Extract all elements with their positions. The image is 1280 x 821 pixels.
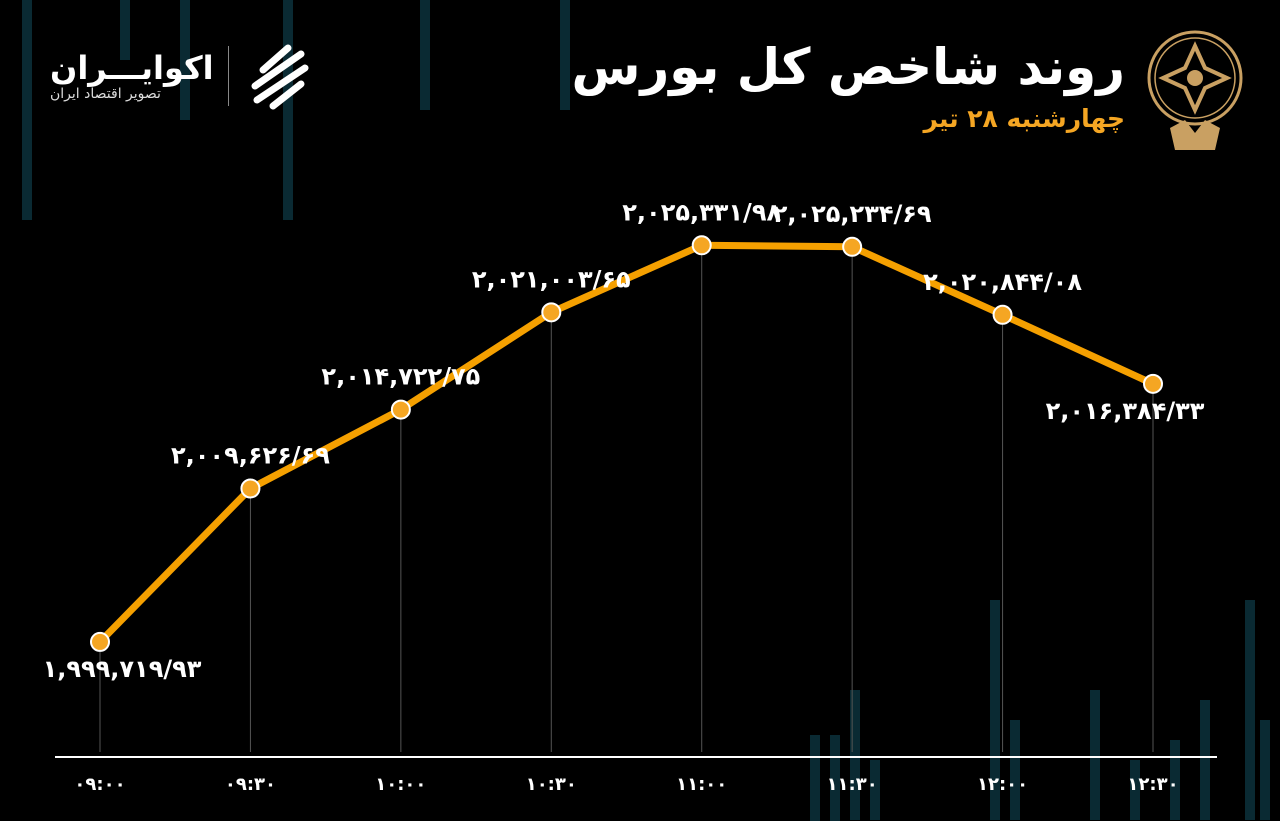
- decor-bar: [1170, 740, 1180, 820]
- divider: [227, 46, 229, 106]
- decor-bar: [420, 0, 430, 110]
- data-point: [240, 478, 261, 499]
- data-label: ۲,۰۲۰,۸۴۴/۰۸: [923, 268, 1082, 296]
- decor-bar: [990, 600, 1000, 820]
- background-bars: [22, 0, 1270, 821]
- x-tick-label: ۱۱:۰۰: [676, 774, 727, 795]
- x-tick-label: ۱۲:۰۰: [977, 774, 1028, 795]
- page-title: روند شاخص کل بورس: [571, 38, 1125, 96]
- data-points: [90, 235, 1163, 652]
- drop-lines: [99, 245, 1154, 752]
- decor-bar: [283, 0, 293, 220]
- x-tick-label: ۱۲:۳۰: [1127, 774, 1178, 795]
- x-tick-labels: ۰۹:۰۰ ۰۹:۳۰ ۱۰:۰۰ ۱۰:۳۰ ۱۱:۰۰ ۱۱:۳۰ ۱۲:۰۰ ۱۲:۳۰: [74, 774, 1178, 795]
- data-point: [541, 302, 562, 323]
- data-point: [390, 399, 411, 420]
- page-subtitle: چهارشنبه ۲۸ تیر: [923, 104, 1125, 133]
- decor-bar: [120, 0, 130, 60]
- data-labels: ۱,۹۹۹,۷۱۹/۹۳ ۲,۰۰۹,۶۲۶/۶۹ ۲,۰۱۴,۷۲۲/۷۵ ۲,۰۲…: [43, 198, 1205, 683]
- x-tick-label: ۱۰:۰۰: [375, 774, 426, 795]
- x-tick-label: ۱۰:۳۰: [526, 774, 577, 795]
- brand-name: اکوایـــران: [50, 49, 214, 87]
- data-label: ۲,۰۰۹,۶۲۶/۶۹: [171, 441, 330, 469]
- brand-tagline: تصویر اقتصاد ایران: [50, 86, 161, 102]
- decor-bar: [870, 760, 880, 820]
- brand-logo: اکوایـــران تصویر اقتصاد ایران: [50, 40, 315, 112]
- decor-bar: [1245, 600, 1255, 820]
- data-point: [691, 235, 712, 256]
- decor-bar: [1090, 690, 1100, 820]
- decor-bar: [1130, 760, 1140, 820]
- data-point: [90, 631, 110, 652]
- ekoiran-logo-icon: [251, 44, 309, 110]
- data-label: ۲,۰۱۶,۳۸۴/۳۳: [1046, 397, 1205, 425]
- data-point: [992, 304, 1013, 325]
- stock-exchange-emblem-icon: [1147, 30, 1243, 150]
- x-tick-label: ۰۹:۳۰: [225, 774, 276, 795]
- decor-bar: [180, 0, 190, 120]
- data-label: ۲,۰۱۴,۷۲۲/۷۵: [321, 363, 480, 391]
- decor-bar: [810, 735, 820, 821]
- data-label: ۱,۹۹۹,۷۱۹/۹۳: [43, 655, 202, 683]
- data-label: ۲,۰۲۵,۳۳۱/۹۸: [622, 198, 781, 226]
- decor-bar: [850, 690, 860, 820]
- x-tick-label: ۰۹:۰۰: [74, 774, 125, 795]
- x-tick-label: ۱۱:۳۰: [827, 774, 878, 795]
- decor-bar: [1260, 720, 1270, 820]
- series-line: [97, 241, 1155, 645]
- data-point: [842, 236, 863, 257]
- data-label: ۲,۰۲۱,۰۰۳/۶۵: [472, 265, 631, 293]
- decor-bar: [1010, 720, 1020, 820]
- decor-bar: [1200, 700, 1210, 820]
- decor-bar: [560, 0, 570, 110]
- decor-bar: [830, 735, 840, 821]
- decor-bar: [22, 0, 32, 220]
- data-point: [1143, 373, 1163, 394]
- data-label: ۲,۰۲۵,۲۳۴/۶۹: [773, 200, 932, 228]
